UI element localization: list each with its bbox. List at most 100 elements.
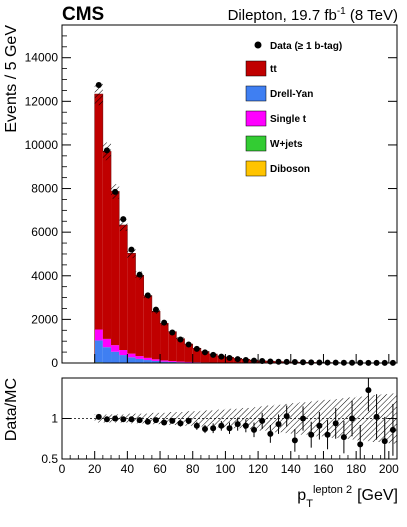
x-tick-label: 0	[59, 462, 66, 476]
ratio-point	[275, 421, 282, 428]
ratio-point	[201, 426, 208, 433]
data-point	[226, 354, 233, 361]
main-y-tick-label: 8000	[31, 182, 58, 196]
x-tick-label: 100	[215, 462, 235, 476]
stack-bar-tt	[168, 331, 177, 362]
legend-swatch-tt	[245, 60, 267, 77]
ratio-point	[226, 425, 233, 432]
stack-bar-drell-yan	[94, 340, 103, 363]
data-point	[267, 358, 274, 365]
data-point	[112, 188, 119, 195]
stack-bar-tt	[135, 275, 144, 357]
ratio-point	[373, 413, 380, 420]
main-frame	[61, 24, 398, 364]
stack-bar-tt	[200, 351, 210, 363]
mc-uncertainty-band	[119, 219, 128, 232]
ratio-point	[136, 417, 143, 424]
x-axis: 0 20 40 60 80 100 120 140 160 180 200	[59, 451, 399, 476]
ratio-point	[308, 431, 315, 438]
ratio-point	[161, 419, 168, 426]
ratio-point	[365, 387, 372, 394]
stack-bar-tt	[209, 354, 218, 363]
dataset-exponent: -1	[337, 6, 346, 17]
main-y-tick-label: 0	[51, 356, 58, 370]
ratio-point	[112, 415, 119, 422]
stack-bar-single-t	[160, 360, 169, 362]
legend-label-w-jets: W+jets	[270, 139, 303, 150]
stack-bar-single-t	[94, 329, 103, 341]
data-point	[218, 353, 225, 360]
data-point	[95, 81, 102, 88]
stack-bar-single-t	[127, 353, 136, 358]
ratio-point	[210, 425, 217, 432]
stack-bar-drell-yan	[143, 360, 152, 363]
ratio-point	[349, 415, 356, 422]
data-point	[300, 359, 307, 366]
data-point	[144, 292, 151, 299]
cms-label: CMS	[62, 4, 104, 25]
ratio-point	[324, 431, 331, 438]
ratio-point	[340, 434, 347, 441]
main-y-tick-label: 4000	[31, 269, 58, 283]
data-point	[291, 359, 298, 366]
stack-bar-single-t	[151, 359, 161, 361]
data-point	[152, 306, 159, 313]
ratio-y-tick-label: 0.5	[41, 452, 58, 466]
data-point	[185, 341, 192, 348]
ratio-point	[185, 417, 192, 424]
stack-bar-drell-yan	[135, 358, 144, 363]
ratio-panel: 0.51 0 20 40 60 80 100 120 140 160 180 200 Data/MC…	[3, 377, 399, 510]
data-point	[201, 349, 208, 356]
stack-bar-tt	[160, 323, 169, 361]
x-label-sup: lepton 2	[313, 484, 352, 496]
stack-bar-drell-yan	[160, 361, 169, 363]
ratio-point	[169, 417, 176, 424]
stack-bar-drell-yan	[111, 351, 120, 363]
data-point	[308, 359, 315, 366]
stack-bar-single-t	[143, 357, 152, 361]
data-point	[242, 356, 249, 363]
stack-bar-tt	[176, 338, 185, 362]
ratio-point	[120, 416, 127, 423]
legend-label-tt: tt	[270, 64, 277, 75]
dataset-label: Dilepton, 19.7 fb-1 (8 TeV)	[228, 6, 398, 24]
data-point	[136, 271, 143, 278]
stack-bar-single-t	[184, 361, 193, 363]
stack-bar-single-t	[119, 350, 128, 356]
stack-bar-single-t	[176, 361, 185, 363]
ratio-point	[283, 413, 290, 420]
ratio-point	[381, 438, 388, 445]
ratio-point	[332, 420, 339, 427]
ratio-uncertainty-band	[176, 412, 185, 425]
data-point	[103, 147, 110, 154]
data-point	[283, 358, 290, 365]
data-point	[234, 356, 241, 363]
x-label-main: p	[297, 487, 306, 504]
data-point	[161, 319, 168, 326]
ratio-point	[316, 422, 323, 429]
stack-bar-tt	[184, 344, 193, 362]
data-point	[128, 246, 135, 253]
ratio-uncertainty-band	[209, 410, 218, 427]
x-tick-label: 60	[153, 462, 167, 476]
stack-bar-drell-yan	[127, 357, 136, 363]
ratio-point	[291, 437, 298, 444]
ratio-uncertainty-band	[192, 411, 201, 426]
x-tick-label: 20	[88, 462, 102, 476]
stack-bar-single-t	[135, 356, 144, 359]
data-point	[177, 336, 184, 343]
ratio-point	[234, 421, 241, 428]
stack-bar-tt	[119, 225, 128, 351]
stack-bar-single-t	[168, 361, 177, 362]
data-point	[120, 216, 127, 223]
ratio-uncertainty-band	[364, 395, 373, 442]
data-point	[169, 329, 176, 336]
legend-swatch-diboson	[245, 160, 267, 177]
ratio-uncertainty-band	[356, 396, 365, 441]
ratio-point	[259, 417, 266, 424]
dataset-prefix: Dilepton, 19.7 fb	[228, 7, 337, 24]
x-tick-label: 40	[121, 462, 135, 476]
ratio-point	[144, 418, 151, 425]
main-y-tick-label: 14000	[25, 51, 59, 65]
legend-label-drell-yan: Drell-Yan	[270, 89, 313, 100]
